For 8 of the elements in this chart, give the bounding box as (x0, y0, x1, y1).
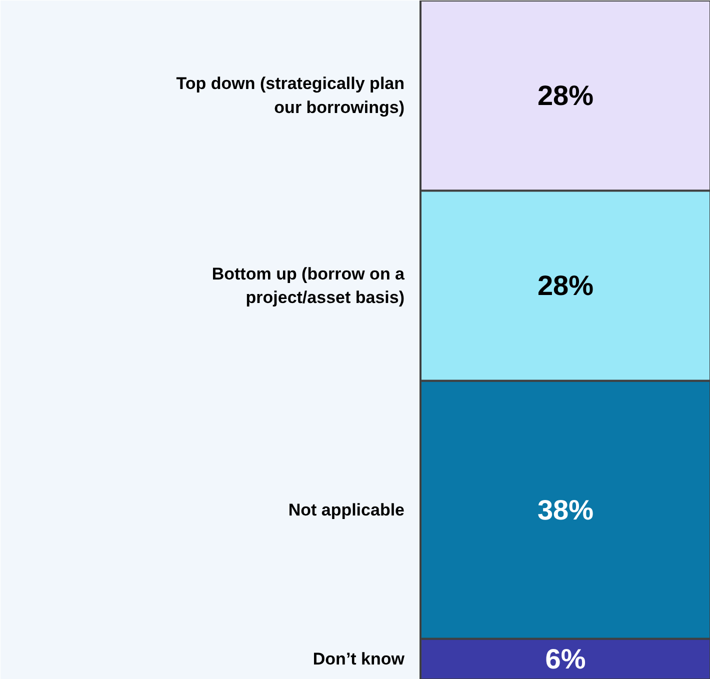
series-label: Not applicable (288, 500, 404, 520)
series-label: Don’t know (312, 650, 406, 669)
series-label: Bottom up (borrow on a project/asset basis) (212, 264, 406, 308)
data-label: 28% (537, 80, 594, 112)
data-label: 6% (545, 644, 586, 675)
data-label: 28% (537, 270, 594, 302)
data-label: 38% (537, 494, 594, 526)
series-label: Top down (strategically plan our borrowings) (176, 74, 405, 117)
